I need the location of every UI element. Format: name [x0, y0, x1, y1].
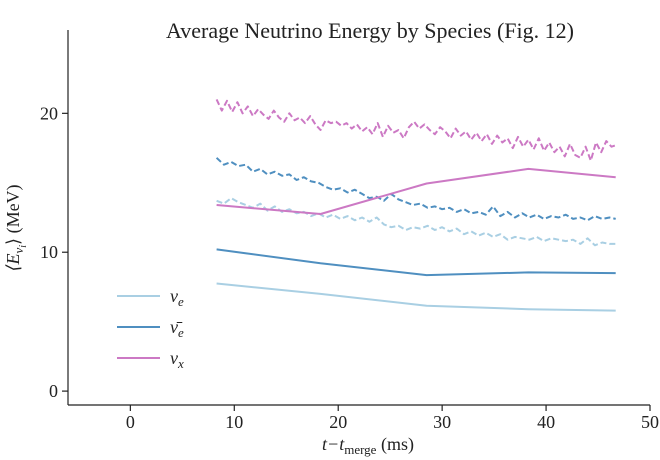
- x-tick-label: 30: [433, 412, 451, 432]
- y-axis-label-open: ⟨E: [3, 254, 23, 272]
- legend-symbol: ν: [170, 348, 178, 368]
- legend-symbol: ν: [170, 286, 178, 306]
- series-line-nu-e-bar: [216, 248, 616, 277]
- series-line-nu-x: [216, 167, 616, 215]
- series-line-nu-e: [216, 282, 616, 312]
- y-tick-label: 20: [40, 103, 58, 123]
- legend-subscript: e: [178, 325, 184, 340]
- y-axis-label-subsubscript: i: [18, 245, 29, 248]
- x-axis-label: t−tmerge (ms): [322, 434, 414, 457]
- legend: νeν̄eνx: [117, 286, 184, 371]
- legend-label-nu-e-bar: ν̄e: [170, 317, 184, 340]
- x-tick-label: 20: [329, 412, 347, 432]
- y-axis-label-unit: ⟩ (MeV): [3, 184, 24, 245]
- x-axis-ticks: 0 10 20 30 40 50: [126, 405, 659, 432]
- series-layer: [215, 98, 617, 312]
- x-tick-label: 10: [225, 412, 243, 432]
- chart-title: Average Neutrino Energy by Species (Fig.…: [166, 18, 574, 43]
- x-axis-label-unit: (ms): [376, 434, 414, 455]
- y-axis-label-subscript: ν: [11, 248, 26, 254]
- x-axis-label-subscript: merge: [344, 442, 376, 457]
- series-line-dashed-nu-e-bar: [215, 157, 616, 222]
- legend-subscript: e: [178, 294, 184, 309]
- y-axis-label: ⟨Eνi⟩ (MeV): [3, 184, 29, 271]
- x-tick-label: 0: [126, 412, 135, 432]
- legend-subscript: x: [177, 356, 184, 371]
- legend-label-nu-e: νe: [170, 286, 184, 309]
- y-tick-label: 0: [49, 381, 58, 401]
- x-tick-label: 50: [641, 412, 659, 432]
- y-tick-label: 10: [40, 242, 58, 262]
- x-tick-label: 40: [537, 412, 555, 432]
- series-line-dashed-nu-e: [216, 197, 616, 247]
- legend-label-nu-x: νx: [170, 348, 184, 371]
- y-axis-ticks: 0 10 20: [40, 103, 68, 401]
- axes: [67, 30, 650, 406]
- x-axis-label-base: t−t: [322, 434, 345, 454]
- series-line-dashed-nu-x: [215, 98, 617, 162]
